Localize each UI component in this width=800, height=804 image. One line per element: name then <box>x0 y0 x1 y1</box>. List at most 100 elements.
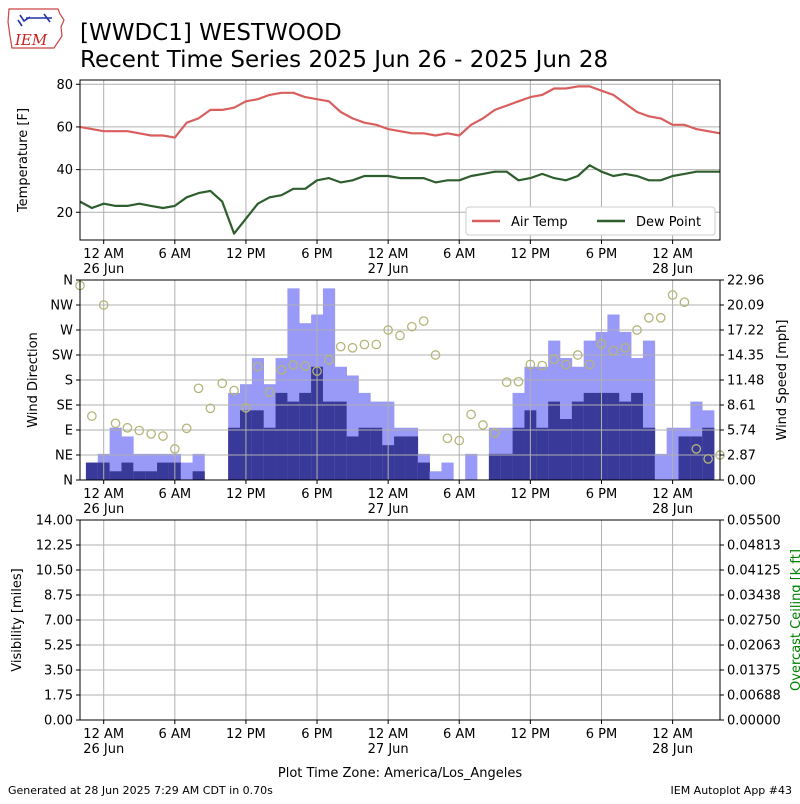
wind-direction-axis-label: Wind Direction <box>26 332 41 428</box>
timezone-label: Plot Time Zone: America/Los_Angeles <box>278 766 522 781</box>
wind-direction-marker <box>478 420 488 430</box>
chart-title-range: Recent Time Series 2025 Jun 26 - 2025 Ju… <box>80 47 608 73</box>
y2-tick-label: 20.09 <box>727 299 764 314</box>
y2-tick-label: 0.04125 <box>727 564 781 579</box>
wind-direction-marker <box>632 325 642 335</box>
x-tick-label: 12 AM <box>83 247 124 262</box>
wind-direction-marker <box>407 321 417 332</box>
wind-panel: N NE E SE S SW W NW N 0.00 2.87 5.74 8.61 11.48 14.35… <box>26 274 790 518</box>
wind-speed-bar <box>405 436 419 480</box>
wind-speed-bar <box>145 471 158 480</box>
wind-speed-bar <box>500 453 513 480</box>
x-tick-label: 6 PM <box>301 247 332 262</box>
y-tick-label: 12.25 <box>36 539 73 554</box>
wind-direction-marker <box>501 377 512 388</box>
wind-direction-marker <box>620 342 631 353</box>
iem-logo: IEM <box>7 8 65 49</box>
wind-direction-marker <box>667 290 678 300</box>
x-tick-label: 6 AM <box>443 247 476 262</box>
wind-speed-bar <box>287 401 300 480</box>
wind-speed-bar <box>548 401 561 480</box>
wind-grid <box>80 280 720 480</box>
weather-symbol-icon <box>17 13 52 27</box>
wind-speed-bar <box>690 436 703 480</box>
x-tick-label: 12 PM <box>226 727 266 742</box>
chart-title-station: [WWDC1] WESTWOOD <box>80 20 342 46</box>
x-tick-date-label: 28 Jun <box>652 262 693 277</box>
wind-direction-marker <box>489 427 500 438</box>
wind-direction-marker <box>466 409 476 420</box>
visibility-panel: 0.001.753.505.257.008.7510.5012.2514.00 … <box>10 514 800 758</box>
x-tick-date-label: 26 Jun <box>83 502 124 517</box>
y2-tick-label: 0.01375 <box>727 664 781 679</box>
x-tick-label: 6 AM <box>159 727 192 742</box>
y-tick-label: 80 <box>56 78 73 93</box>
x-tick-label: 6 AM <box>159 487 192 502</box>
x-tick-label: 6 AM <box>443 487 476 502</box>
y-tick-label: E <box>65 424 73 439</box>
y2-tick-label: 0.05500 <box>727 514 781 529</box>
wind-gust-bar <box>654 453 667 480</box>
x-tick-label: 6 PM <box>586 727 617 742</box>
x-tick-date-label: 28 Jun <box>652 742 693 757</box>
wind-direction-marker <box>205 403 216 414</box>
wind-direction-marker <box>98 300 109 310</box>
wind-direction-marker <box>312 366 322 376</box>
y2-tick-label: 11.48 <box>727 374 764 389</box>
wind-speed-ticks: 0.00 2.87 5.74 8.61 11.48 14.35 17.22 20.09 22.9… <box>720 274 764 489</box>
wind-speed-bar <box>631 392 644 480</box>
wind-speed-bar <box>275 392 288 480</box>
wind-speed-bar <box>571 401 585 480</box>
wind-speed-bar <box>85 462 99 480</box>
wind-speed-bar <box>192 471 205 480</box>
y-tick-label: W <box>60 324 73 339</box>
legend-box <box>465 206 716 236</box>
wind-direction-marker <box>110 418 121 429</box>
y-tick-label: 5.25 <box>44 639 73 654</box>
wind-direction-points <box>75 280 725 464</box>
y-tick-label: 8.75 <box>44 589 73 604</box>
y-tick-label: N <box>63 274 73 289</box>
y2-tick-label: 2.87 <box>727 449 756 464</box>
x-tick-date-label: 26 Jun <box>83 742 124 757</box>
legend-air-temp-label: Air Temp <box>511 215 568 230</box>
wind-speed-bar <box>702 427 715 480</box>
wind-gust-bar <box>465 453 478 480</box>
wind-direction-marker <box>264 387 275 398</box>
wind-direction-marker <box>181 423 192 434</box>
wind-direction-marker <box>691 444 702 454</box>
wind-direction-marker <box>371 339 382 350</box>
wind-direction-marker <box>158 431 168 441</box>
x-tick-label: 12 AM <box>368 727 409 742</box>
wind-speed-bar <box>228 427 241 480</box>
wind-speed-bar <box>583 392 596 480</box>
wind-speed-bar <box>536 427 549 480</box>
wind-direction-marker <box>229 385 239 396</box>
y-tick-label: 0.00 <box>44 714 73 729</box>
x-tick-label: 12 AM <box>652 247 693 262</box>
visibility-axis-label: Visibility [miles] <box>10 568 25 671</box>
wind-direction-marker <box>608 345 619 356</box>
wind-direction-marker <box>418 316 429 326</box>
wind-speed-bar <box>334 401 347 480</box>
wind-direction-marker <box>454 435 465 446</box>
wind-direction-marker <box>572 350 583 360</box>
x-tick-label: 6 AM <box>443 727 476 742</box>
y2-tick-label: 14.35 <box>727 349 764 364</box>
wind-speed-bar <box>370 427 383 480</box>
wind-direction-marker <box>87 411 97 421</box>
wind-speed-bar <box>263 427 276 480</box>
x-tick-label: 12 AM <box>368 487 409 502</box>
x-tick-label: 12 AM <box>368 247 409 262</box>
x-tick-label: 12 PM <box>511 727 551 742</box>
y2-tick-label: 0.03438 <box>727 589 781 604</box>
y-tick-label: SE <box>57 399 73 414</box>
temperature-legend: Air Temp Dew Point <box>465 206 716 236</box>
x-tick-date-label: 27 Jun <box>368 262 409 277</box>
y2-tick-label: 0.02750 <box>727 614 781 629</box>
wind-direction-marker <box>584 359 595 370</box>
